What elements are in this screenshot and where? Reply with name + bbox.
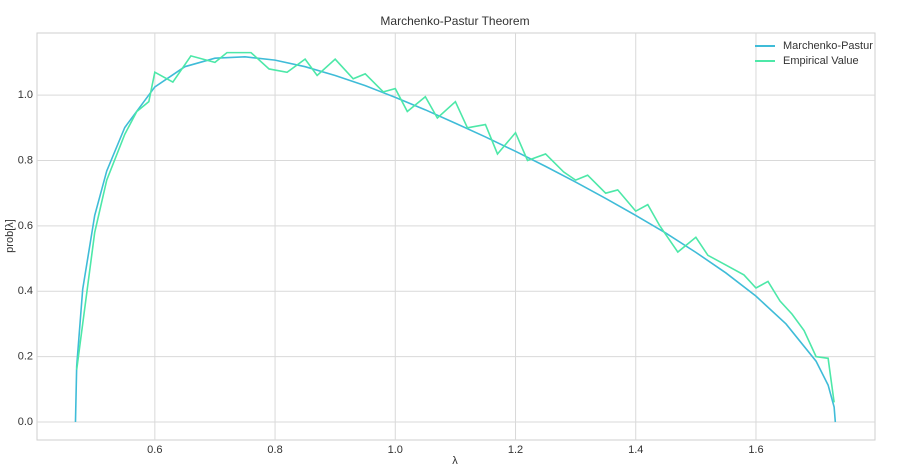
y-tick-label: 1.0 xyxy=(18,89,33,101)
legend-label: Marchenko-Pastur xyxy=(783,40,873,52)
y-tick-label: 0.6 xyxy=(18,220,33,232)
chart-title: Marchenko-Pastur Theorem xyxy=(380,14,529,28)
plot-area xyxy=(36,32,876,441)
x-tick-label: 1.4 xyxy=(628,444,643,456)
y-tick-label: 0.8 xyxy=(18,154,33,166)
y-tick-label: 0.0 xyxy=(18,416,33,428)
line xyxy=(74,56,837,423)
x-tick-label: 0.6 xyxy=(147,444,162,456)
legend-label: Empirical Value xyxy=(783,55,859,67)
x-tick-label: 1.0 xyxy=(388,444,403,456)
x-tick-label: 0.8 xyxy=(267,444,282,456)
x-tick-label: 1.2 xyxy=(508,444,523,456)
y-tick-label: 0.2 xyxy=(18,351,33,363)
y-axis-label: prob[λ] xyxy=(4,219,16,253)
x-tick-label: 1.6 xyxy=(748,444,763,456)
line xyxy=(75,51,835,403)
y-tick-label: 0.4 xyxy=(18,285,33,297)
x-axis-label: λ xyxy=(452,455,458,467)
